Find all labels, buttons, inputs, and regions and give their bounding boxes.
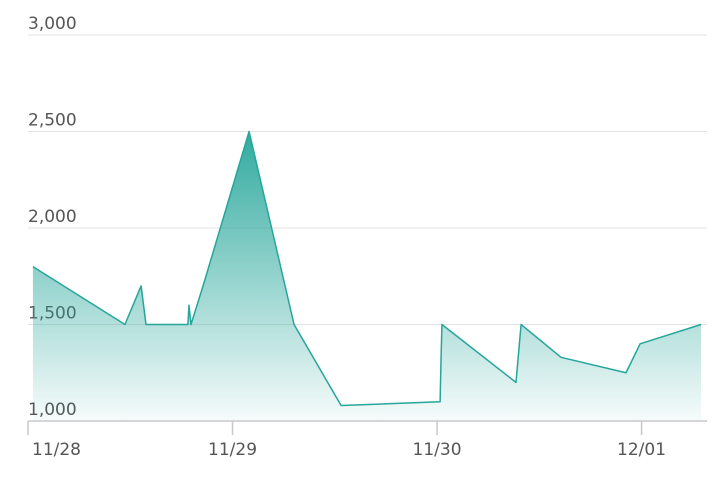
- y-tick-label: 2,500: [28, 111, 77, 131]
- area-line: [32, 130, 702, 407]
- x-tick-label: 12/01: [617, 440, 666, 460]
- x-tick-label: 11/30: [413, 440, 462, 460]
- area-fill: [32, 131, 702, 421]
- x-tick-label: 11/29: [208, 440, 257, 460]
- y-tick-label: 3,000: [28, 14, 77, 34]
- y-tick-label: 2,000: [28, 207, 77, 227]
- x-tick-label: 11/28: [32, 440, 81, 460]
